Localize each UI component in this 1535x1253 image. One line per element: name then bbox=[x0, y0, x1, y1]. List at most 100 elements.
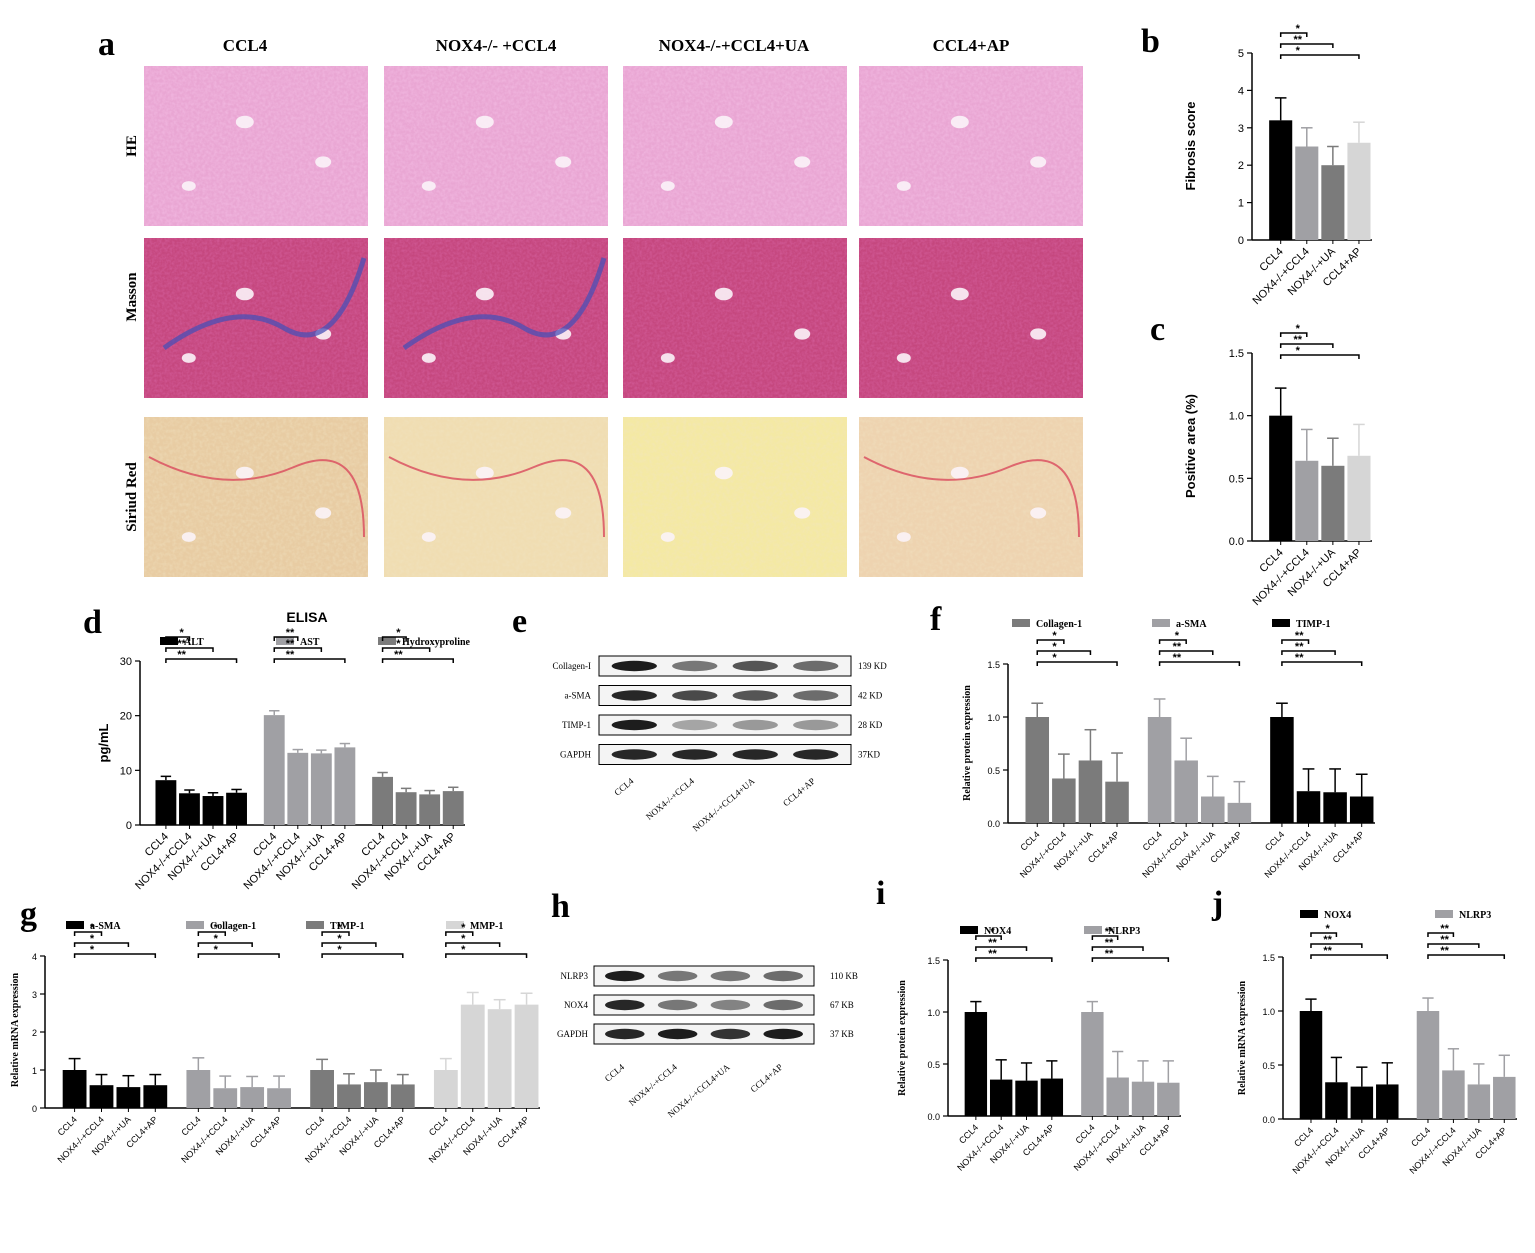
legend-swatch bbox=[378, 637, 396, 645]
vessel-lumen bbox=[235, 287, 254, 301]
x-tick-label: CCL4 bbox=[303, 1114, 326, 1137]
band bbox=[793, 660, 839, 672]
band-size-label: 139 KD bbox=[858, 661, 887, 671]
micrograph-texture bbox=[623, 417, 847, 577]
col-header-ccl4-ap: CCL4+AP bbox=[933, 36, 1010, 55]
y-tick-label: 20 bbox=[120, 711, 132, 723]
micrograph-masson-4 bbox=[859, 238, 1083, 398]
lane-label: CCL4+AP bbox=[748, 1062, 784, 1094]
panel-letter-i: i bbox=[876, 875, 885, 912]
bar bbox=[1442, 1070, 1465, 1119]
significance-bracket bbox=[1279, 43, 1334, 48]
significance-marker: ** bbox=[1105, 937, 1114, 949]
y-tick-label: 0.0 bbox=[1262, 1115, 1275, 1125]
bar bbox=[1105, 781, 1129, 823]
significance-bracket bbox=[1281, 650, 1336, 655]
micrograph-texture bbox=[384, 417, 608, 577]
bar bbox=[263, 715, 285, 825]
panel-letter-h: h bbox=[551, 888, 570, 925]
vessel-lumen bbox=[794, 328, 811, 340]
micrograph-sirius-3 bbox=[623, 417, 847, 577]
x-tick-label: CCL4 bbox=[427, 1114, 450, 1137]
bar bbox=[1295, 146, 1319, 240]
bar bbox=[240, 1087, 265, 1108]
band bbox=[611, 690, 657, 701]
significance-bracket bbox=[1279, 332, 1308, 337]
significance-bracket bbox=[197, 953, 280, 958]
significance-marker: ** bbox=[286, 627, 295, 639]
significance-bracket bbox=[1279, 54, 1360, 59]
y-tick-label: 1.0 bbox=[1229, 411, 1244, 423]
significance-marker: * bbox=[1296, 45, 1301, 57]
legend-label: a-SMA bbox=[90, 921, 121, 932]
significance-marker: * bbox=[180, 627, 185, 639]
bar bbox=[1493, 1076, 1516, 1119]
vessel-lumen bbox=[950, 466, 969, 480]
band-size-label: 42 KD bbox=[858, 691, 883, 701]
band bbox=[793, 749, 839, 760]
y-tick-label: 2 bbox=[32, 1028, 37, 1038]
x-tick-label: CCL4 bbox=[957, 1122, 980, 1145]
significance-marker: ** bbox=[1105, 926, 1114, 938]
lane-label: NOX4-/-+CCL4+UA bbox=[691, 776, 757, 834]
bar bbox=[179, 793, 200, 825]
significance-bracket bbox=[73, 931, 103, 936]
bar bbox=[287, 752, 309, 825]
significance-marker: * bbox=[396, 627, 401, 639]
bar bbox=[1078, 760, 1103, 823]
lane-label: NOX4-/-+CCL4 bbox=[644, 776, 696, 822]
band bbox=[710, 1028, 751, 1040]
bar bbox=[1296, 791, 1321, 823]
bar bbox=[1106, 1077, 1129, 1116]
band bbox=[793, 690, 839, 701]
y-tick-label: 0.0 bbox=[1229, 536, 1244, 548]
significance-bracket bbox=[273, 647, 323, 652]
band bbox=[732, 749, 778, 760]
micrograph-sirius-1 bbox=[144, 417, 368, 577]
y-tick-label: 1.5 bbox=[1229, 348, 1244, 360]
vessel-lumen bbox=[555, 507, 572, 519]
x-tick-label: NOX4-/-+CCL4 bbox=[1018, 829, 1068, 879]
legend-swatch bbox=[960, 926, 978, 934]
micrograph-texture bbox=[859, 417, 1083, 577]
significance-marker: * bbox=[1052, 641, 1057, 653]
vessel-lumen bbox=[950, 287, 969, 301]
bar bbox=[1347, 142, 1371, 240]
band bbox=[605, 1028, 645, 1040]
significance-bracket bbox=[1427, 954, 1506, 959]
series-nox4: NOX4CCL4NOX4-/-+CCL4NOX4-/-+UACCL4+AP***… bbox=[955, 926, 1064, 1173]
y-tick-label: 0.0 bbox=[927, 1112, 940, 1122]
vessel-lumen bbox=[181, 353, 196, 363]
micrograph-masson-1 bbox=[144, 238, 368, 398]
significance-bracket bbox=[1279, 32, 1308, 37]
significance-bracket bbox=[73, 953, 157, 958]
vessel-lumen bbox=[1030, 328, 1047, 340]
band bbox=[611, 660, 657, 672]
bar bbox=[1157, 1082, 1180, 1116]
bar bbox=[310, 753, 332, 825]
significance-bracket bbox=[197, 942, 253, 947]
significance-marker: ** bbox=[394, 649, 403, 661]
y-axis-label: Relative mRNA expression bbox=[10, 972, 21, 1087]
y-tick-label: 2 bbox=[1238, 160, 1244, 172]
y-tick-label: 4 bbox=[32, 952, 37, 962]
bar bbox=[1040, 1078, 1064, 1116]
significance-marker: * bbox=[214, 933, 219, 945]
significance-marker: * bbox=[1296, 323, 1301, 335]
micrograph-masson-3 bbox=[623, 238, 847, 398]
chart-i: i 0.0 0.5 1.0 1.5 Relative protein expression… bbox=[876, 875, 1181, 1173]
bar bbox=[337, 1084, 361, 1108]
significance-marker: ** bbox=[177, 649, 186, 661]
micrograph-texture bbox=[144, 66, 368, 226]
significance-bracket bbox=[273, 636, 299, 641]
col-header-ccl4: CCL4 bbox=[223, 36, 268, 55]
significance-marker: ** bbox=[1295, 630, 1304, 642]
legend-swatch bbox=[160, 637, 178, 645]
band bbox=[672, 690, 718, 701]
band bbox=[763, 970, 803, 982]
significance-bracket bbox=[975, 935, 1002, 940]
legend-swatch bbox=[1012, 619, 1030, 627]
vessel-lumen bbox=[714, 115, 733, 129]
